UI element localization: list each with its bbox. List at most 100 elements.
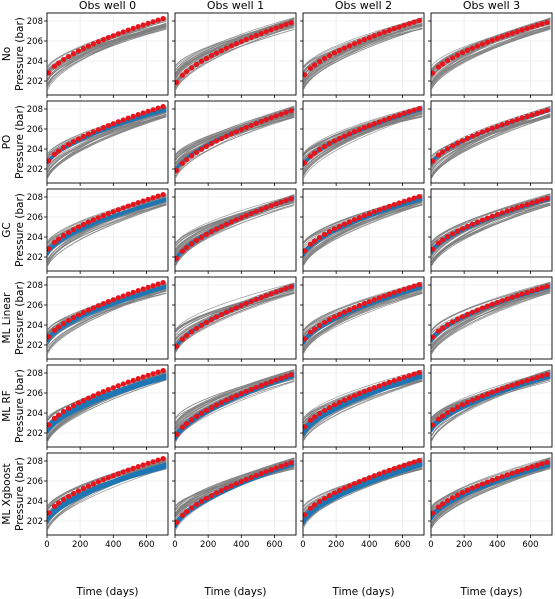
observation-point [100, 301, 106, 307]
observation-point [238, 126, 244, 133]
observation-point [519, 203, 525, 209]
observation-point [484, 391, 490, 397]
observation-point [307, 65, 314, 71]
observation-point [361, 125, 367, 131]
observation-point [326, 316, 333, 323]
observation-point [411, 371, 417, 377]
observation-point [529, 288, 535, 294]
observation-point [105, 211, 111, 217]
observation-point [193, 413, 200, 419]
prior-ensemble-line [303, 204, 423, 265]
posterior-ensemble-line [431, 463, 551, 519]
observation-point [474, 131, 481, 137]
posterior-ensemble-line [175, 376, 295, 435]
observation-point [411, 19, 417, 25]
observation-point [263, 29, 269, 35]
observation-point [203, 319, 210, 325]
observation-point [120, 205, 126, 211]
observation-point [435, 240, 442, 246]
observation-point [228, 131, 234, 137]
observation-point [263, 381, 269, 387]
observation-point [175, 255, 180, 261]
y-tick-label: 202 [27, 429, 43, 439]
prior-ensemble-line [47, 25, 167, 74]
observation-point [70, 50, 77, 57]
prior-ensemble-line [431, 113, 551, 178]
prior-ensemble-line [47, 116, 167, 177]
observation-point [75, 136, 82, 142]
observation-point [366, 299, 372, 305]
observation-point [184, 244, 190, 251]
observation-point [283, 285, 289, 292]
posterior-ensemble-line [47, 200, 167, 255]
observation-point [65, 141, 72, 148]
y-tick-label: 208 [27, 457, 43, 467]
y-tick-label: 208 [27, 17, 43, 27]
plot-area [175, 282, 295, 353]
observation-point [228, 307, 234, 313]
observation-point [80, 397, 87, 404]
observation-point [459, 226, 466, 232]
observation-point [431, 158, 436, 164]
observation-point [208, 229, 215, 235]
observation-point [130, 289, 136, 295]
x-tick-label: 200 [456, 540, 472, 550]
observation-point [85, 483, 92, 489]
observation-point [100, 37, 106, 43]
observation-point [273, 113, 279, 119]
observation-point [484, 39, 490, 45]
observation-point [474, 483, 481, 489]
observation-point [233, 217, 239, 223]
posterior-ensemble-line [303, 199, 423, 255]
y-tick-label: 204 [27, 233, 43, 243]
observation-point [494, 123, 500, 130]
prior-ensemble-line [47, 204, 167, 262]
observation-point [356, 391, 362, 397]
observation-point [459, 50, 466, 56]
plot-area [47, 15, 167, 90]
observation-point [504, 32, 510, 38]
observation-point [312, 414, 318, 420]
observation-point [449, 231, 456, 237]
observation-point [105, 387, 111, 393]
observation-point [396, 376, 402, 382]
observation-point [203, 407, 210, 413]
y-tick-label: 202 [27, 517, 43, 527]
observation-point [469, 309, 476, 315]
observation-point [213, 50, 220, 56]
subplot-panel [428, 100, 553, 186]
observation-point [125, 203, 131, 209]
observation-point [544, 283, 550, 290]
observation-point [120, 381, 126, 387]
observation-point [381, 293, 387, 299]
observation-point [406, 109, 412, 115]
posterior-ensemble-line [175, 374, 295, 439]
posterior-ensemble-line [303, 287, 423, 341]
observation-point [213, 490, 220, 496]
observation-point [435, 416, 442, 422]
observation-point [416, 281, 422, 288]
prior-ensemble-line [175, 458, 295, 520]
observation-point [376, 383, 382, 389]
observation-point [336, 487, 343, 494]
observation-point [218, 47, 225, 54]
x-tick-label: 400 [361, 540, 377, 550]
observation-point [469, 45, 476, 51]
observation-point [341, 133, 348, 139]
y-tick-label: 206 [27, 213, 43, 223]
posterior-ensemble-line [47, 378, 167, 433]
observation-point [440, 149, 446, 155]
observation-point [90, 41, 97, 47]
observation-point [95, 303, 101, 309]
observation-point [288, 196, 294, 202]
posterior-ensemble-line [175, 198, 295, 262]
observation-point [278, 463, 284, 469]
observation-point [283, 197, 289, 204]
axes-frame [302, 100, 425, 184]
observation-point [140, 198, 146, 204]
observation-point [135, 464, 141, 470]
observation-point [316, 146, 323, 153]
observation-point [494, 299, 500, 306]
observation-point [253, 472, 259, 479]
observation-point [509, 382, 515, 388]
